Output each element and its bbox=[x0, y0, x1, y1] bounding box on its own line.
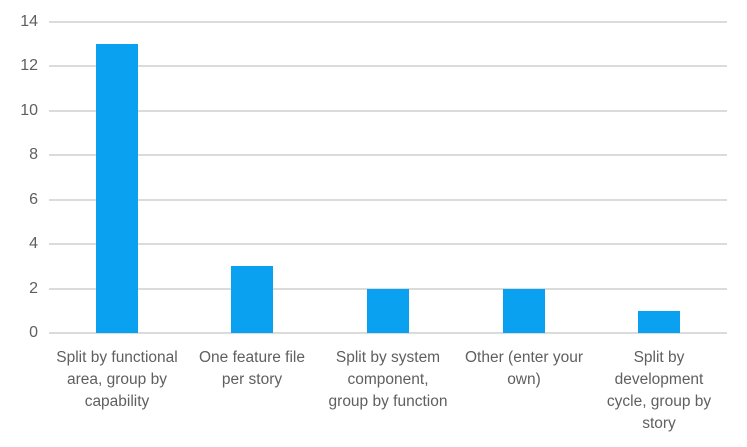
y-tick-label: 4 bbox=[29, 235, 38, 252]
x-category-label: Split by system component, group by func… bbox=[328, 349, 448, 410]
y-tick-label: 0 bbox=[29, 324, 38, 341]
bar bbox=[503, 289, 545, 333]
bar bbox=[96, 44, 138, 333]
bar bbox=[638, 311, 680, 333]
gridline bbox=[49, 199, 727, 201]
gridline bbox=[49, 332, 727, 334]
gridline bbox=[49, 21, 727, 23]
gridline bbox=[49, 154, 727, 156]
bar bbox=[231, 266, 273, 333]
y-tick-label: 2 bbox=[29, 280, 38, 297]
y-tick-label: 8 bbox=[29, 146, 38, 163]
bar bbox=[367, 289, 409, 333]
y-tick-label: 10 bbox=[20, 102, 38, 119]
x-category-label: Split by functional area, group by capab… bbox=[56, 349, 178, 410]
x-category-label: One feature file per story bbox=[199, 349, 305, 388]
gridline bbox=[49, 243, 727, 245]
x-category-label: Split by development cycle, group by sto… bbox=[606, 349, 712, 432]
y-tick-label: 12 bbox=[20, 57, 38, 74]
gridline bbox=[49, 110, 727, 112]
y-tick-label: 14 bbox=[20, 13, 38, 30]
gridline bbox=[49, 65, 727, 67]
x-category-label: Other (enter your own) bbox=[464, 349, 584, 388]
y-tick-label: 6 bbox=[29, 191, 38, 208]
